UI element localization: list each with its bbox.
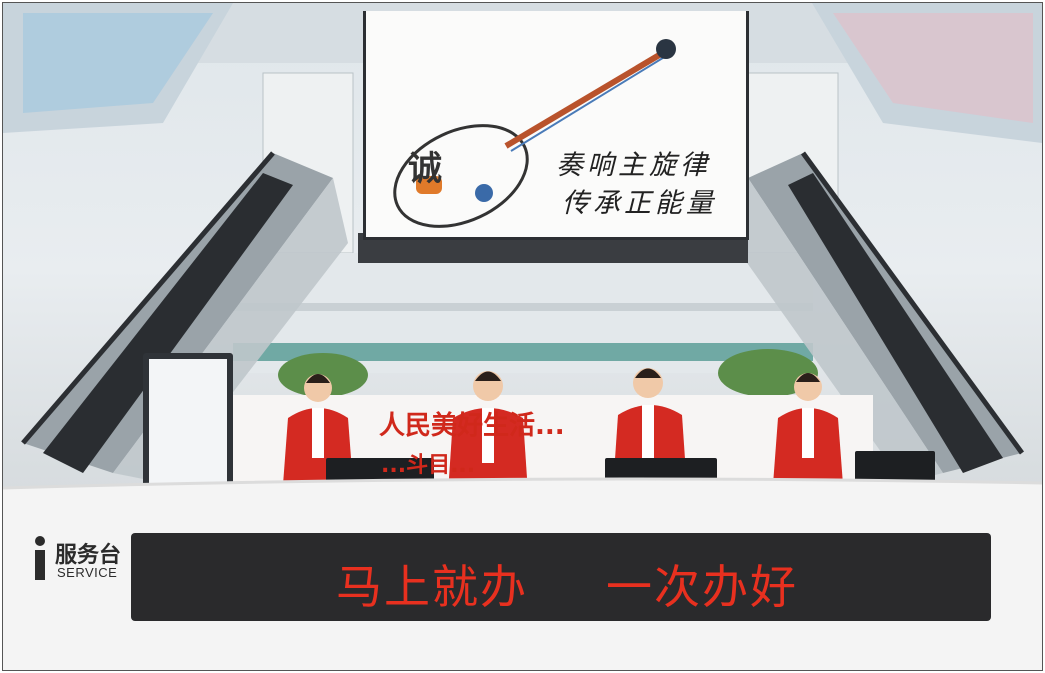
service-cn-label: 服务台: [55, 543, 122, 568]
led-text-right: 一次办好: [606, 560, 798, 614]
scene-illustration: [3, 3, 1042, 670]
seal-char: 诚: [408, 149, 442, 189]
banner-line-2: ...斗目...: [381, 453, 476, 478]
staff-member-4: [772, 373, 844, 498]
slogan-line-2: 传承正能量: [562, 188, 717, 219]
info-icon: [35, 536, 45, 580]
pipa-illustration: [393, 39, 676, 228]
led-text-left: 马上就办: [336, 560, 528, 614]
digital-display-screen: 诚 奏响主旋律 传承正能量: [363, 11, 749, 240]
led-sign: 马上就办 一次办好: [131, 533, 991, 621]
banner-line-1: 人民美好生活...: [379, 411, 565, 441]
slogan-line-1: 奏响主旋律: [556, 150, 711, 181]
service-en-label: SERVICE: [57, 565, 118, 580]
